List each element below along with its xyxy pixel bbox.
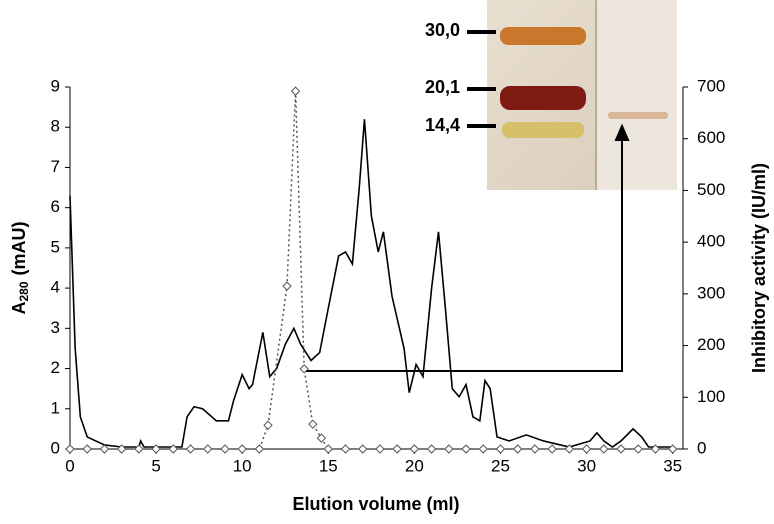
y2-tick-label: 500	[697, 180, 725, 199]
y-tick-label: 9	[51, 76, 60, 95]
x-tick-label: 35	[663, 456, 682, 475]
diamond-marker	[426, 444, 437, 454]
diamond-marker	[168, 444, 179, 454]
diamond-marker	[263, 420, 273, 430]
diamond-marker	[599, 444, 609, 454]
diamond-marker	[82, 444, 92, 454]
diamond-marker	[444, 444, 454, 454]
gel-image	[467, 0, 677, 190]
y-tick-label: 0	[51, 438, 60, 457]
y2-tick-label: 700	[697, 76, 725, 95]
y-tick-label: 5	[51, 237, 60, 256]
diamond-marker	[616, 444, 626, 454]
diamond-marker	[151, 444, 161, 454]
x-tick-label: 20	[405, 456, 424, 475]
y-label-main: A	[9, 302, 29, 315]
y2-tick-label: 200	[697, 335, 725, 354]
diamond-marker	[667, 444, 678, 454]
y-tick-label: 3	[51, 318, 60, 337]
diamond-marker	[358, 444, 368, 454]
diamond-marker	[478, 444, 488, 454]
diamond-marker	[633, 444, 643, 454]
y-tick-label: 2	[51, 358, 60, 377]
y-tick-label: 1	[51, 398, 60, 417]
diamond-marker	[290, 86, 301, 96]
x-tick-label: 15	[319, 456, 338, 475]
diamond-marker	[99, 444, 110, 454]
diamond-marker	[134, 444, 144, 454]
diamond-marker	[220, 444, 230, 454]
diamond-marker	[564, 444, 575, 454]
y2-tick-label: 300	[697, 283, 725, 302]
diamond-marker	[237, 444, 247, 454]
y-tick-label: 4	[51, 278, 60, 297]
y2-tick-label: 400	[697, 232, 725, 251]
y-label-sub: 280	[17, 281, 31, 301]
diamond-marker	[254, 444, 265, 454]
y2-tick-label: 100	[697, 387, 725, 406]
y-tick-label: 7	[51, 157, 60, 176]
y-axis-label: A280 (mAU)	[9, 221, 31, 314]
diamond-marker	[375, 444, 385, 454]
diamond-marker	[409, 444, 420, 454]
diamond-marker	[282, 281, 292, 291]
data-line	[69, 119, 673, 448]
gel-label: 20,1	[425, 77, 460, 97]
diamond-marker	[299, 364, 309, 374]
diamond-marker	[461, 444, 471, 454]
x-tick-label: 10	[233, 456, 252, 475]
diamond-marker	[650, 444, 661, 454]
y-label-unit: (mAU)	[9, 221, 29, 275]
diamond-marker	[203, 444, 213, 454]
diamond-marker	[392, 444, 402, 454]
diamond-marker	[530, 444, 540, 454]
diamond-marker	[185, 444, 196, 454]
diamond-marker	[547, 444, 557, 454]
x-axis-label: Elution volume (ml)	[292, 494, 459, 514]
y-tick-label: 8	[51, 117, 60, 136]
gel-label: 30,0	[425, 20, 460, 40]
y2-axis-label: Inhibitory activity (IU/ml)	[749, 163, 769, 373]
diamond-marker	[495, 444, 506, 454]
diamond-marker	[316, 433, 327, 443]
x-tick-label: 25	[491, 456, 510, 475]
gel-label: 14,4	[425, 115, 460, 135]
diamond-marker	[340, 444, 351, 454]
x-tick-label: 30	[577, 456, 596, 475]
diamond-marker	[308, 419, 318, 429]
diamond-marker	[116, 444, 127, 454]
x-tick-label: 0	[65, 456, 74, 475]
diamond-marker	[581, 444, 592, 454]
y-tick-label: 6	[51, 197, 60, 216]
arrow	[304, 123, 630, 372]
x-tick-label: 5	[151, 456, 160, 475]
diamond-marker	[512, 444, 523, 454]
y2-tick-label: 0	[697, 438, 706, 457]
diamond-marker	[323, 444, 333, 454]
y2-tick-label: 600	[697, 128, 725, 147]
diamond-marker	[65, 444, 75, 454]
